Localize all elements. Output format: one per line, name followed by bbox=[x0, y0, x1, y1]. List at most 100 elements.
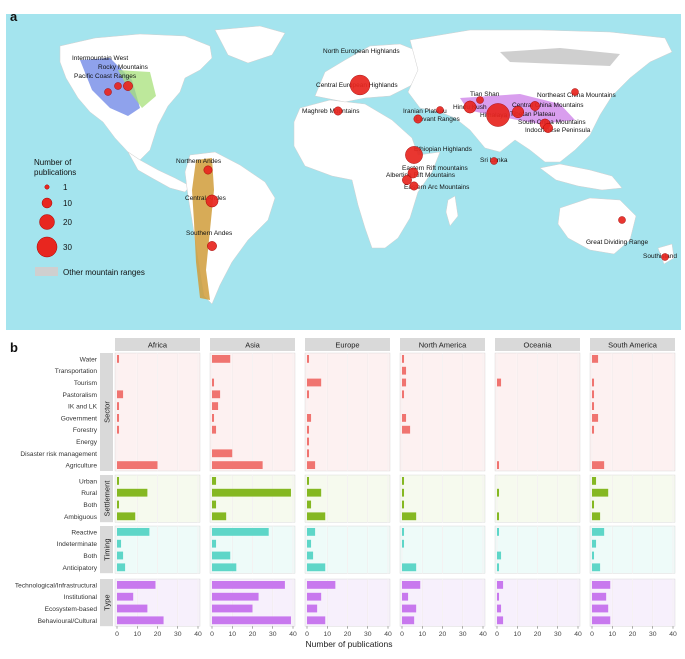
x-tick-label: 30 bbox=[364, 631, 372, 638]
bar-europe-anticipatory bbox=[307, 563, 326, 572]
bar-south-america-tourism bbox=[592, 378, 595, 387]
bar-south-america-behavioural-cultural bbox=[592, 616, 611, 625]
map-label-south-china-mountains: South China Mountains bbox=[518, 119, 586, 126]
map-point-central-china-mountains bbox=[530, 101, 540, 111]
x-tick-label: 40 bbox=[384, 631, 392, 638]
bar-africa-anticipatory bbox=[117, 563, 126, 572]
bar-south-america-both bbox=[592, 551, 595, 560]
map-label-intermountain-west: Intermountain West bbox=[72, 55, 128, 62]
bar-south-america-urban bbox=[592, 477, 597, 485]
map-label-north-european-highlands: North European Highlands bbox=[323, 48, 400, 55]
bar-north-america-pastoralism bbox=[402, 390, 405, 399]
bar-asia-technological-infrastructural bbox=[212, 581, 285, 589]
x-tick-label: 30 bbox=[459, 631, 467, 638]
category-label-tourism: Tourism bbox=[74, 380, 98, 387]
map-point-great-dividing-range bbox=[618, 216, 626, 224]
bar-africa-institutional bbox=[117, 592, 134, 601]
bar-europe-technological-infrastructural bbox=[307, 581, 336, 589]
bar-south-america-pastoralism bbox=[592, 390, 595, 399]
bar-asia-agriculture bbox=[212, 461, 263, 469]
bar-asia-institutional bbox=[212, 592, 259, 601]
x-tick-label: 10 bbox=[323, 631, 331, 638]
bar-north-america-tourism bbox=[402, 378, 407, 387]
bar-europe-reactive bbox=[307, 528, 316, 536]
facet-strip-south-america bbox=[590, 338, 675, 351]
bar-europe-forestry bbox=[307, 425, 310, 434]
facet-label-africa: Africa bbox=[148, 341, 168, 350]
mountain-rockies-highlight bbox=[80, 58, 140, 116]
bar-africa-reactive bbox=[117, 528, 150, 536]
group-strip-settlement bbox=[100, 475, 113, 523]
bar-north-america-ecosystem-based bbox=[402, 604, 417, 613]
category-label-forestry: Forestry bbox=[73, 427, 98, 434]
bar-asia-ik-and-lk bbox=[212, 402, 219, 410]
facet-strip-africa bbox=[115, 338, 200, 351]
bar-africa-technological-infrastructural bbox=[117, 581, 156, 589]
map-point-northeast-china-mountains bbox=[571, 88, 579, 96]
mountain-andes-highlight bbox=[192, 158, 214, 300]
x-tick-label: 20 bbox=[344, 631, 352, 638]
legend-size-30 bbox=[36, 236, 58, 258]
facet-strip-oceania bbox=[495, 338, 580, 351]
bar-oceania-technological-infrastructural bbox=[497, 581, 504, 589]
bar-oceania-tourism bbox=[497, 378, 502, 387]
facet-strip-europe bbox=[305, 338, 390, 351]
bar-africa-both bbox=[117, 500, 120, 509]
group-label-settlement: Settlement bbox=[103, 480, 112, 517]
map-point-eastern-arc-mountains bbox=[409, 181, 419, 191]
bar-europe-government bbox=[307, 414, 312, 422]
bar-oceania-institutional bbox=[497, 592, 500, 601]
x-tick-label: 40 bbox=[479, 631, 487, 638]
bar-africa-ecosystem-based bbox=[117, 604, 148, 613]
legend-title-line-2: publications bbox=[34, 168, 76, 177]
bar-africa-rural bbox=[117, 488, 148, 497]
bar-south-america-institutional bbox=[592, 592, 607, 601]
legend-size-1-label: 1 bbox=[63, 183, 68, 192]
map-point-central-european-highlands bbox=[349, 74, 371, 96]
mountain-cascades-highlight bbox=[118, 70, 156, 108]
bar-asia-tourism bbox=[212, 378, 215, 387]
group-strip-timing bbox=[100, 526, 113, 574]
bar-asia-disaster-risk-management bbox=[212, 449, 233, 458]
x-tick-label: 40 bbox=[669, 631, 677, 638]
category-label-reactive: Reactive bbox=[71, 529, 97, 536]
bar-europe-both bbox=[307, 500, 312, 509]
bar-north-america-reactive bbox=[402, 528, 405, 536]
bar-south-america-ecosystem-based bbox=[592, 604, 609, 613]
category-label-ik-and-lk: IK and LK bbox=[68, 404, 98, 411]
bar-europe-energy bbox=[307, 437, 310, 446]
x-tick-label: 40 bbox=[194, 631, 202, 638]
bar-oceania-rural bbox=[497, 488, 500, 497]
category-label-energy: Energy bbox=[76, 439, 98, 446]
map-point-indochinese-peninsula bbox=[543, 123, 553, 133]
bar-north-america-water bbox=[402, 355, 405, 363]
x-tick-label: 30 bbox=[554, 631, 562, 638]
bar-north-america-forestry bbox=[402, 425, 411, 434]
facet-label-europe: Europe bbox=[335, 341, 359, 350]
bar-north-america-technological-infrastructural bbox=[402, 581, 421, 589]
group-label-sector: Sector bbox=[103, 401, 112, 423]
map-label-central-china-mountains: Central China Mountains bbox=[512, 102, 584, 109]
group-label-type: Type bbox=[103, 594, 112, 610]
map-point-iranian-plateau bbox=[436, 106, 444, 114]
bar-europe-rural bbox=[307, 488, 322, 497]
map-label-northern-andes: Northern Andes bbox=[176, 158, 222, 165]
map-point-eastern-rift-mountains bbox=[407, 167, 419, 179]
bar-oceania-anticipatory bbox=[497, 563, 500, 572]
bar-south-america-ik-and-lk bbox=[592, 402, 595, 410]
category-label-institutional: Institutional bbox=[64, 594, 98, 601]
bar-north-america-ambiguous bbox=[402, 512, 417, 521]
bar-europe-tourism bbox=[307, 378, 322, 387]
map-point-himalaya bbox=[486, 103, 510, 127]
continent-sea-islands bbox=[539, 163, 623, 191]
map-point-southisland bbox=[661, 253, 669, 261]
bar-africa-forestry bbox=[117, 425, 120, 434]
continent-greenland bbox=[214, 25, 286, 64]
bar-south-america-indeterminate bbox=[592, 539, 597, 548]
bar-africa-pastoralism bbox=[117, 390, 124, 399]
bar-europe-institutional bbox=[307, 592, 322, 601]
x-tick-label: 0 bbox=[495, 631, 499, 638]
category-label-transportation: Transportation bbox=[55, 368, 98, 375]
facet-label-north-america: North America bbox=[419, 341, 467, 350]
